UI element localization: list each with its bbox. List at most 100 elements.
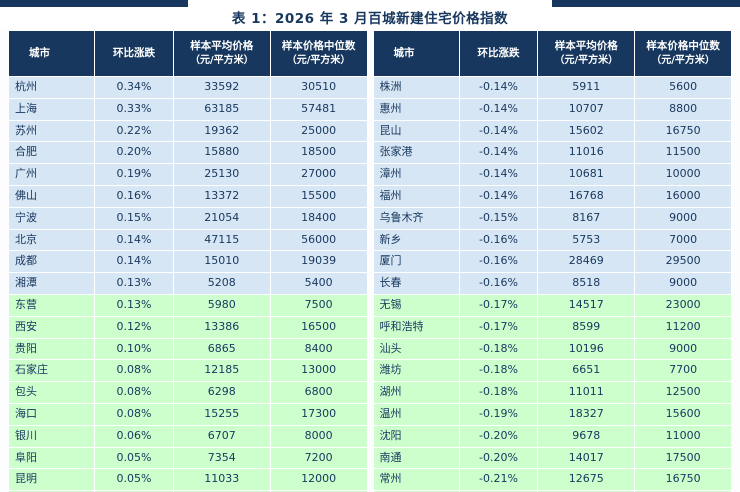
tables-container: 城市 环比涨跌 样本平均价格 （元/平方米） 样本价格中位数 （元/平方米） 杭州 0.34%…	[0, 30, 740, 492]
city-cell: 温州	[372, 402, 460, 426]
table-row: 昆山 -0.14% 15602 16750	[372, 119, 732, 143]
avg-cell: 8518	[537, 272, 636, 295]
median-cell: 5400	[269, 272, 368, 295]
median-cell: 8800	[634, 97, 732, 121]
avg-cell: 14017	[537, 446, 636, 470]
city-cell: 北京	[7, 228, 96, 252]
avg-cell: 7354	[172, 446, 271, 470]
table-row: 乌鲁木齐 -0.15% 8167 9000	[372, 206, 732, 230]
median-cell: 7700	[634, 359, 732, 383]
column-header-unit: （元/平方米）	[189, 54, 254, 66]
median-cell: 5600	[634, 76, 732, 99]
change-cell: -0.18%	[458, 337, 539, 361]
median-cell: 12500	[634, 381, 732, 404]
change-cell: -0.14%	[458, 119, 539, 143]
median-cell: 56000	[269, 228, 368, 252]
table-row: 湘潭 0.13% 5208 5400	[7, 272, 368, 295]
change-cell: -0.14%	[458, 97, 539, 121]
table-row: 张家港 -0.14% 11016 11500	[372, 141, 732, 165]
median-cell: 9000	[634, 272, 732, 295]
city-cell: 无锡	[372, 293, 460, 317]
avg-cell: 15602	[537, 119, 636, 143]
change-cell: 0.34%	[94, 76, 174, 99]
change-cell: 0.19%	[94, 163, 174, 186]
table-row: 潍坊 -0.18% 6651 7700	[372, 359, 732, 383]
avg-cell: 10707	[537, 97, 636, 121]
table-row: 惠州 -0.14% 10707 8800	[372, 97, 732, 121]
city-cell: 常州	[372, 468, 460, 492]
change-cell: 0.15%	[94, 206, 174, 230]
city-cell: 昆山	[372, 119, 460, 143]
avg-cell: 10196	[537, 337, 636, 361]
median-cell: 16750	[634, 468, 732, 492]
median-cell: 25000	[269, 119, 368, 143]
change-cell: 0.13%	[94, 293, 174, 317]
top-right-bar	[552, 0, 740, 7]
median-cell: 57481	[269, 97, 368, 121]
table-row: 上海 0.33% 63185 57481	[7, 97, 368, 121]
city-cell: 成都	[7, 250, 96, 274]
city-cell: 沈阳	[372, 424, 460, 448]
median-cell: 16750	[634, 119, 732, 143]
avg-cell: 21054	[172, 206, 271, 230]
city-cell: 宁波	[7, 206, 96, 230]
median-cell: 18500	[269, 141, 368, 165]
median-cell: 19039	[269, 250, 368, 274]
median-cell: 16000	[634, 184, 732, 208]
table-row: 银川 0.06% 6707 8000	[7, 424, 368, 448]
change-cell: -0.14%	[458, 163, 539, 186]
change-cell: -0.14%	[458, 184, 539, 208]
price-table-left: 城市 环比涨跌 样本平均价格 （元/平方米） 样本价格中位数 （元/平方米） 杭州 0.34%…	[7, 30, 368, 492]
avg-cell: 12675	[537, 468, 636, 492]
table-row: 东营 0.13% 5980 7500	[7, 293, 368, 317]
city-cell: 德州	[372, 490, 460, 492]
avg-cell: 6865	[172, 337, 271, 361]
change-cell: 0.13%	[94, 272, 174, 295]
change-cell: 0.05%	[94, 446, 174, 470]
median-cell: 12000	[269, 468, 368, 492]
city-cell: 苏州	[7, 119, 96, 143]
avg-cell: 15010	[172, 250, 271, 274]
median-cell: 13000	[269, 490, 368, 492]
header-row: 城市 环比涨跌 样本平均价格 （元/平方米） 样本价格中位数 （元/平方米）	[372, 30, 732, 77]
city-cell: 杭州	[7, 76, 96, 99]
city-cell: 乌鲁木齐	[372, 206, 460, 230]
table-row: 福州 -0.14% 16768 16000	[372, 184, 732, 208]
city-cell: 株洲	[372, 76, 460, 99]
median-cell: 10000	[634, 163, 732, 186]
table-row: 阜阳 0.05% 7354 7200	[7, 446, 368, 470]
table-row: 宁波 0.15% 21054 18400	[7, 206, 368, 230]
median-cell: 7500	[269, 293, 368, 317]
change-cell: -0.16%	[458, 272, 539, 295]
table-row: 常州 -0.21% 12675 16750	[372, 468, 732, 492]
change-cell: 0.10%	[94, 337, 174, 361]
avg-cell: 15880	[172, 141, 271, 165]
change-cell: 0.08%	[94, 359, 174, 383]
change-cell: -0.18%	[458, 359, 539, 383]
city-cell: 合肥	[7, 141, 96, 165]
avg-cell: 13386	[172, 315, 271, 339]
table-row: 无锡 -0.17% 14517 23000	[372, 293, 732, 317]
table-row: 温州 -0.19% 18327 15600	[372, 402, 732, 426]
city-cell: 包头	[7, 381, 96, 404]
avg-cell: 16768	[537, 184, 636, 208]
table-row: 贵阳 0.10% 6865 8400	[7, 337, 368, 361]
avg-cell: 8599	[537, 315, 636, 339]
median-cell: 27000	[269, 163, 368, 186]
column-header-city: 城市	[7, 30, 96, 77]
table-row: 厦门 -0.16% 28469 29500	[372, 250, 732, 274]
table-row: 合肥 0.20% 15880 18500	[7, 141, 368, 165]
city-cell: 湘潭	[7, 272, 96, 295]
top-left-bar	[0, 0, 188, 7]
median-cell: 16500	[269, 315, 368, 339]
change-cell: -0.14%	[458, 141, 539, 165]
table-row: 苏州 0.22% 19362 25000	[7, 119, 368, 143]
city-cell: 新乡	[372, 228, 460, 252]
median-cell: 6950	[634, 490, 732, 492]
column-header-median: 样本价格中位数 （元/平方米）	[634, 30, 732, 77]
avg-cell: 28469	[537, 250, 636, 274]
change-cell: 0.08%	[94, 381, 174, 404]
city-cell: 重庆(主城区)	[7, 490, 96, 492]
city-cell: 昆明	[7, 468, 96, 492]
